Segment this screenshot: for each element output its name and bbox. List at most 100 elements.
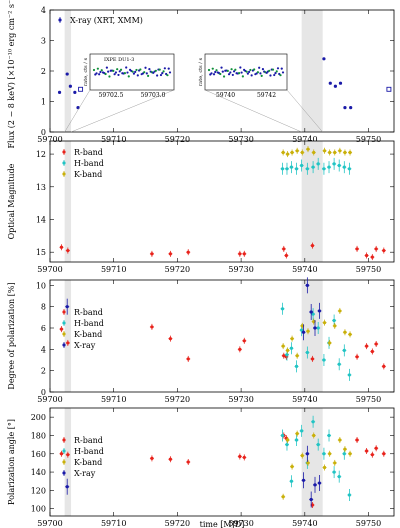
inset-tick-label: 59742 <box>257 92 276 99</box>
inset-point <box>145 72 148 75</box>
data-point <box>382 364 386 368</box>
legend-marker <box>62 310 66 314</box>
data-point <box>311 165 315 169</box>
data-point <box>306 147 310 151</box>
x-tick-label: 59740 <box>292 135 317 144</box>
data-point <box>290 150 294 155</box>
data-point <box>168 252 172 256</box>
inset-point <box>253 68 256 71</box>
data-point <box>338 81 343 85</box>
data-point <box>285 443 289 447</box>
data-point <box>281 150 285 155</box>
y-tick-label: 15 <box>36 248 46 257</box>
data-point <box>382 452 386 456</box>
inset-point <box>167 67 170 70</box>
y-tick-label: 180 <box>31 431 46 440</box>
legend-marker <box>62 438 66 442</box>
inset-point <box>279 74 282 77</box>
y-tick-label: 160 <box>31 450 46 459</box>
series-k-band <box>281 307 353 359</box>
y-tick-label: 12 <box>36 150 46 159</box>
data-point <box>168 337 172 341</box>
data-point <box>238 454 242 459</box>
inset-point <box>159 73 163 77</box>
data-point <box>328 150 332 155</box>
inset-2: rate, cts / s 59740 59742 <box>198 53 323 133</box>
data-point <box>301 330 306 334</box>
data-point <box>322 452 326 456</box>
inset-point <box>256 71 260 74</box>
x-tick-label: 59750 <box>356 395 381 404</box>
inset-point <box>112 69 115 72</box>
inset-ylabel: rate, cts / s <box>83 57 89 86</box>
data-point <box>337 362 341 366</box>
inset-point <box>118 70 121 73</box>
data-point <box>343 330 347 334</box>
inset-point <box>108 75 111 78</box>
data-point <box>382 248 386 253</box>
data-point <box>348 452 352 456</box>
data-point <box>316 162 320 166</box>
data-point <box>238 252 242 256</box>
legend-marker <box>58 18 62 22</box>
data-point <box>242 252 246 256</box>
legend-marker <box>62 343 66 347</box>
shaded-interval <box>64 141 72 262</box>
y-tick-label: 10 <box>36 281 46 290</box>
data-point <box>322 321 327 325</box>
data-point <box>347 167 352 171</box>
y-axis-label: Flux (2 − 8 keV) [×10⁻¹⁰ erg cm⁻² s⁻¹] <box>7 0 16 149</box>
inset-point <box>139 68 142 71</box>
data-point <box>313 483 317 487</box>
inset-point <box>136 74 139 77</box>
inset-point <box>232 70 236 73</box>
data-point <box>313 326 317 330</box>
data-point <box>150 456 154 460</box>
data-point <box>300 453 304 458</box>
data-point <box>59 245 64 249</box>
inset-tick-label: 59702.5 <box>99 92 124 99</box>
x-tick-label: 59700 <box>37 265 62 274</box>
y-tick-label: 14 <box>36 215 46 224</box>
data-point <box>300 163 304 168</box>
series-k-band <box>281 430 353 500</box>
inset-point <box>245 70 248 73</box>
inset-point <box>100 69 103 72</box>
x-tick-label: 59730 <box>228 265 253 274</box>
data-point <box>305 283 309 287</box>
data-point <box>312 320 316 324</box>
x-tick-label: 59740 <box>292 265 317 274</box>
y-tick-label: 4 <box>41 345 46 354</box>
x-tick-label: 59750 <box>356 265 381 274</box>
data-point <box>285 353 289 357</box>
data-point <box>300 324 304 328</box>
inset-point <box>126 71 129 74</box>
y-axis-label: Optical Magnitude <box>7 163 16 239</box>
data-point <box>238 347 242 351</box>
data-point <box>355 247 359 251</box>
shaded-interval <box>301 280 323 392</box>
inset-point <box>125 66 128 69</box>
x-tick-label: 59700 <box>37 519 62 528</box>
inset-point <box>231 73 234 77</box>
legend-marker <box>62 471 66 475</box>
x-tick-label: 59750 <box>356 135 381 144</box>
inset-point <box>168 71 172 74</box>
inset-point <box>113 73 116 76</box>
data-point <box>294 167 299 171</box>
shaded-interval <box>64 280 72 392</box>
legend-label: R-band <box>74 308 103 317</box>
inset-point <box>99 70 102 74</box>
data-point <box>338 438 342 442</box>
inset-connector <box>204 89 302 133</box>
y-tick-label: 2 <box>41 367 46 376</box>
inset-point <box>107 70 110 73</box>
x-tick-label: 59730 <box>228 395 253 404</box>
data-point <box>286 348 290 352</box>
panel-3: 0 2 4 6 8 10 59700 59710 59720 59730 59740 59750 Deg… <box>7 277 395 404</box>
series-k-band <box>281 146 353 158</box>
data-point <box>312 150 316 155</box>
series-x-ray <box>65 277 322 341</box>
y-tick-label: 0 <box>41 388 46 397</box>
x-tick-label: 59740 <box>292 395 317 404</box>
